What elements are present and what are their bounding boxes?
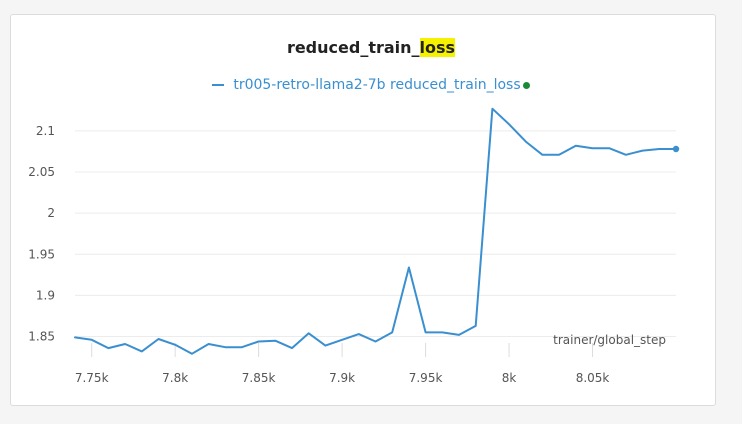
legend-series-label: tr005-retro-llama2-7b reduced_train_loss: [233, 77, 521, 93]
x-tick-label: 7.95k: [409, 371, 443, 385]
chart-title-prefix: reduced_train_: [286, 38, 420, 57]
chart-title-highlight: loss: [419, 38, 456, 57]
x-tick-label: 7.9k: [329, 371, 355, 385]
y-tick-label: 1.95: [28, 247, 55, 261]
chart-title: reduced_train_loss: [0, 38, 742, 57]
y-tick-label: 1.9: [36, 288, 55, 302]
x-axis-label: trainer/global_step: [553, 333, 666, 347]
series-group: [74, 107, 680, 355]
chart-legend[interactable]: tr005-retro-llama2-7b reduced_train_loss: [0, 77, 742, 93]
x-tick-label: 8.05k: [576, 371, 610, 385]
y-tick-label: 2.05: [28, 165, 55, 179]
legend-line-swatch: [212, 84, 225, 86]
series-end-point[interactable]: [672, 145, 680, 153]
chart-panel: [10, 14, 716, 406]
x-axis: 7.75k 7.8k 7.85k 7.9k 7.95k 8k 8.05k: [75, 371, 610, 385]
y-axis: 1.85 1.9 1.95 2 2.05 2.1: [28, 124, 55, 344]
y-tick-label: 1.85: [28, 330, 55, 344]
x-tick-label: 7.85k: [242, 371, 276, 385]
x-tick-label: 7.75k: [75, 371, 109, 385]
x-tick-label: 7.8k: [162, 371, 188, 385]
y-tick-label: 2.1: [36, 124, 55, 138]
series-line[interactable]: [74, 107, 677, 355]
y-tick-label: 2: [47, 206, 55, 220]
grid-lines: [75, 130, 676, 357]
x-tick-label: 8k: [502, 371, 517, 385]
legend-status-dot-icon: [522, 81, 530, 89]
